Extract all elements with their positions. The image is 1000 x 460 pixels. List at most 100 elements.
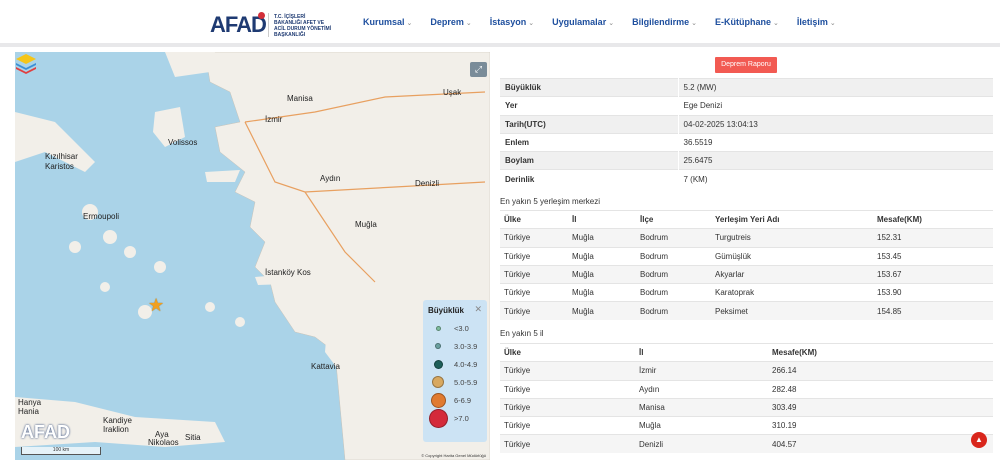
legend-item: 6-6.9 <box>428 391 482 409</box>
chevron-down-icon: ⌄ <box>465 20 472 27</box>
nav-item[interactable]: İstasyon ⌄ <box>490 17 534 27</box>
map-base <box>15 52 490 460</box>
column-header: İl <box>568 209 636 229</box>
nav-item-label: Deprem <box>430 17 464 27</box>
info-row: Yer Ege Denizi <box>500 96 993 116</box>
table-row: Türkiye Aydın 282.48 <box>500 379 993 399</box>
column-header: Mesafe(KM) <box>873 209 993 229</box>
nav-item[interactable]: Kurumsal ⌄ <box>363 17 412 27</box>
table-cell: Türkiye <box>500 397 635 417</box>
table-cell: Türkiye <box>500 283 568 302</box>
table-cell: 282.48 <box>768 379 993 399</box>
nav-item-label: İstasyon <box>489 17 527 27</box>
table-cell: Türkiye <box>500 228 568 248</box>
table-row: Türkiye Denizli 404.57 <box>500 434 993 454</box>
table-cell: Gümüşlük <box>711 246 873 266</box>
map-label: Kızılhisar <box>45 152 78 161</box>
legend-label: <3.0 <box>454 323 469 333</box>
chevron-down-icon: ⌄ <box>608 20 615 27</box>
main-nav: Kurumsal ⌄ Deprem ⌄ İstasyon ⌄ Uygulamalar ⌄ Bil… <box>363 17 854 27</box>
table-cell: 153.90 <box>873 283 993 302</box>
earthquake-info-table: Büyüklük 5.2 (MW) Yer Ege Denizi Tarih(UTC) 0… <box>500 77 993 189</box>
table-row: Türkiye Muğla Bodrum Akyarlar 153.67 <box>500 264 993 284</box>
table-cell: Bodrum <box>636 246 711 266</box>
map-label: Iraklion <box>103 425 129 434</box>
legend-swatch <box>428 325 448 331</box>
map-label: İstanköy Kos <box>265 268 311 277</box>
table-cell: 310.19 <box>768 416 993 435</box>
nav-item[interactable]: İletişim ⌄ <box>797 17 836 27</box>
chevron-down-icon: ⌄ <box>772 20 779 27</box>
nav-item[interactable]: E-Kütüphane ⌄ <box>715 17 779 27</box>
island-lesvos <box>165 52 215 77</box>
nav-item[interactable]: Bilgilendirme ⌄ <box>632 17 697 27</box>
map-copyright: © Copyright Harita Genel Müdürlüğü <box>421 453 486 458</box>
layers-icon[interactable] <box>15 52 37 74</box>
legend-label: 3.0-3.9 <box>454 341 478 351</box>
info-label: Büyüklük <box>500 77 679 97</box>
legend-item: 5.0-5.9 <box>428 373 482 391</box>
earthquake-map[interactable]: Manisa İzmir Uşak Volissos Kızılhisar Ka… <box>15 52 490 460</box>
table-cell: Türkiye <box>500 361 635 381</box>
earthquake-report-button[interactable]: Deprem Raporu <box>715 57 777 73</box>
table-cell: Türkiye <box>500 246 568 266</box>
chevron-down-icon: ⌄ <box>406 20 413 27</box>
map-label: Hania <box>18 407 39 416</box>
fullscreen-button[interactable]: ⤢ <box>470 62 487 77</box>
column-header: İlçe <box>636 209 711 229</box>
column-header: Ülke <box>500 209 568 229</box>
island-chios <box>153 107 185 147</box>
magnitude-legend: Büyüklük ✕ <3.0 3.0-3.9 4.0-4.9 5.0-5.9 6-6.… <box>423 300 487 442</box>
info-value: 5.2 (MW) <box>678 77 993 97</box>
cyclades <box>69 204 245 327</box>
column-header: Ülke <box>500 342 635 362</box>
table-cell: Peksimet <box>711 301 873 321</box>
info-label: Enlem <box>500 132 679 152</box>
earthquake-epicenter-star-icon[interactable]: ★ <box>148 295 165 315</box>
table-cell: Akyarlar <box>711 264 873 284</box>
table-cell: Bodrum <box>636 283 711 302</box>
map-label: Hanya <box>18 398 42 407</box>
settlements-title: En yakın 5 yerleşim merkezi <box>500 197 601 206</box>
afad-logo[interactable]: AFAD <box>210 12 267 37</box>
legend-item: 4.0-4.9 <box>428 355 482 373</box>
legend-swatch <box>428 408 448 428</box>
legend-item: 3.0-3.9 <box>428 337 482 355</box>
legend-swatch <box>428 392 448 408</box>
close-icon[interactable]: ✕ <box>474 304 482 314</box>
table-cell: Türkiye <box>500 379 635 399</box>
legend-swatch <box>428 343 448 349</box>
map-label: Ermoupoli <box>83 212 120 221</box>
column-header: Yerleşim Yeri Adı <box>711 209 873 229</box>
table-cell: Turgutreis <box>711 228 873 248</box>
roads <box>244 91 486 283</box>
table-cell: 266.14 <box>768 361 993 381</box>
nav-item[interactable]: Deprem ⌄ <box>430 17 471 27</box>
table-cell: Denizli <box>635 434 768 454</box>
scroll-to-top-button[interactable]: ▲ <box>971 432 987 448</box>
island-kos <box>255 274 290 285</box>
legend-label: 4.0-4.9 <box>454 359 478 369</box>
table-cell: Muğla <box>568 228 636 248</box>
info-value: 36.5519 <box>678 132 993 152</box>
chevron-down-icon: ⌄ <box>691 20 697 27</box>
table-cell: Bodrum <box>636 264 711 284</box>
info-row: Tarih(UTC) 04-02-2025 13:04:13 <box>500 114 993 134</box>
map-label: İzmir <box>265 115 283 124</box>
table-cell: Aydın <box>635 379 768 399</box>
map-label: Muğla <box>355 220 377 229</box>
map-label: Aya <box>155 430 169 439</box>
table-row: Türkiye Muğla Bodrum Gümüşlük 153.45 <box>500 246 993 266</box>
table-row: Türkiye Muğla Bodrum Peksimet 154.85 <box>500 301 993 321</box>
legend-swatch <box>428 376 448 388</box>
settlements-table: Ülke İl İlçe Yerleşim Yeri Adı Mesafe(KM) Tür… <box>500 209 993 321</box>
table-cell: 153.45 <box>873 246 993 266</box>
map-afad-logo: AFAD <box>21 422 70 442</box>
map-label: Denizli <box>415 179 440 188</box>
land-anatolia <box>204 52 490 460</box>
table-cell: Muğla <box>568 283 636 302</box>
table-cell: Muğla <box>568 246 636 266</box>
table-cell: Manisa <box>635 397 768 417</box>
nav-item[interactable]: Uygulamalar ⌄ <box>552 17 614 27</box>
info-row: Büyüklük 5.2 (MW) <box>500 77 993 97</box>
